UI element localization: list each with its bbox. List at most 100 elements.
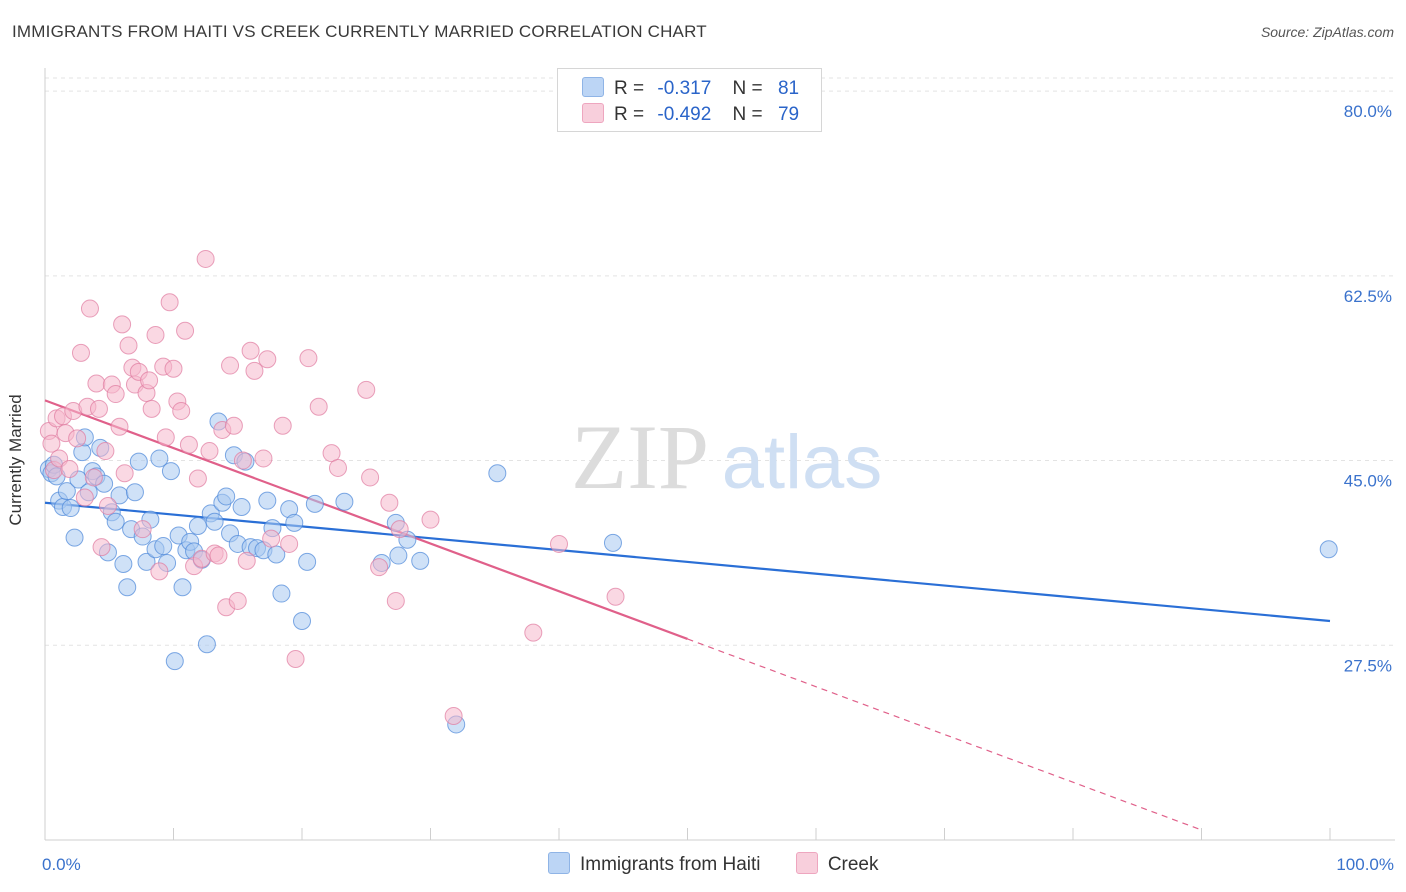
data-point (161, 462, 180, 481)
data-point (146, 325, 165, 344)
legend-n-label: N = (732, 78, 763, 99)
data-point (386, 591, 405, 610)
data-point (173, 578, 192, 597)
data-point (89, 399, 108, 418)
data-point (1319, 540, 1338, 559)
data-point (411, 551, 430, 570)
series-creek-points (39, 249, 625, 725)
data-point (113, 315, 132, 334)
data-point (61, 499, 80, 518)
data-point (60, 460, 79, 478)
data-point (286, 650, 305, 668)
tick-labels: 27.5% 45.0% 62.5% 80.0% 0.0% 100.0% (42, 102, 1394, 874)
data-point (488, 464, 507, 483)
data-point (293, 612, 311, 630)
data-point (119, 336, 138, 355)
legend-r-label: R = (614, 78, 645, 99)
legend-n-label: N = (732, 104, 763, 125)
data-point (254, 449, 273, 468)
data-point (209, 546, 228, 565)
legend-row-creek: R = -0.492 N = 79 (582, 103, 799, 125)
data-point (228, 591, 247, 610)
data-point (335, 492, 354, 511)
data-point (188, 469, 207, 488)
data-point (200, 442, 219, 461)
data-point (80, 299, 99, 318)
data-point (606, 587, 625, 606)
data-point (285, 513, 304, 532)
data-point (118, 578, 137, 597)
data-point (110, 417, 129, 436)
legend-r-value: -0.492 (657, 104, 712, 125)
data-point (197, 635, 216, 654)
source-label: Source: ZipAtlas.com (1260, 24, 1394, 40)
data-points (39, 249, 1338, 734)
data-point (129, 452, 148, 471)
chart-title: IMMIGRANTS FROM HAITI VS CREEK CURRENTLY… (12, 22, 707, 41)
data-point (361, 468, 380, 487)
data-point (241, 341, 260, 360)
data-point (188, 517, 207, 535)
y-tick-label: 27.5% (1344, 656, 1392, 675)
data-point (179, 435, 198, 454)
y-tick-label: 62.5% (1344, 287, 1392, 306)
y-tick-label: 45.0% (1344, 472, 1392, 491)
data-point (237, 551, 256, 570)
data-point (233, 451, 252, 470)
trend-line-haiti (44, 501, 1331, 623)
data-point (75, 488, 94, 507)
stats-legend: R = -0.317 N = 81 R = -0.492 N = 79 (557, 68, 822, 132)
data-point (273, 416, 292, 435)
data-point (114, 555, 133, 573)
legend-row-haiti: R = -0.317 N = 81 (582, 77, 799, 99)
series-legend: Immigrants from Haiti Creek (548, 852, 909, 876)
watermark-atlas: atlas (722, 420, 883, 505)
data-point (603, 533, 622, 552)
data-point (262, 529, 281, 548)
data-point (217, 487, 236, 506)
data-point (172, 401, 191, 420)
trend-line-extension (687, 638, 1202, 831)
data-point (224, 416, 243, 435)
data-point (258, 350, 277, 369)
data-point (142, 399, 161, 418)
data-point (165, 652, 184, 671)
legend-label-haiti: Immigrants from Haiti (580, 854, 761, 875)
legend-swatch-haiti (548, 852, 570, 874)
data-point (272, 584, 291, 603)
data-point (176, 321, 195, 340)
trend-line-creek (44, 399, 688, 640)
data-point (309, 397, 328, 416)
data-point (87, 374, 106, 393)
data-point (160, 293, 179, 312)
data-point (328, 458, 347, 477)
x-tick-label: 100.0% (1336, 855, 1394, 874)
data-point (154, 537, 173, 556)
data-point (115, 464, 134, 483)
data-point (156, 428, 175, 447)
data-point (106, 385, 125, 404)
data-point (305, 494, 324, 513)
data-point (280, 534, 299, 553)
data-point (380, 493, 399, 512)
watermark-zip: ZIP (571, 406, 709, 508)
axes (44, 68, 1395, 841)
data-point (524, 623, 543, 642)
legend-swatch-creek (795, 852, 818, 874)
data-point (389, 546, 408, 565)
data-point (150, 449, 169, 468)
data-point (444, 707, 463, 725)
data-point (390, 520, 409, 539)
data-point (65, 528, 84, 547)
data-point (71, 343, 90, 362)
data-point (68, 429, 87, 448)
data-point (137, 552, 156, 571)
legend-item-haiti: Immigrants from Haiti (548, 852, 761, 876)
data-point (370, 558, 389, 577)
data-point (92, 538, 111, 557)
legend-swatch-creek (582, 103, 604, 123)
legend-n-value: 81 (777, 78, 800, 99)
data-point (298, 552, 317, 571)
data-point (84, 468, 103, 487)
data-point (258, 491, 277, 510)
